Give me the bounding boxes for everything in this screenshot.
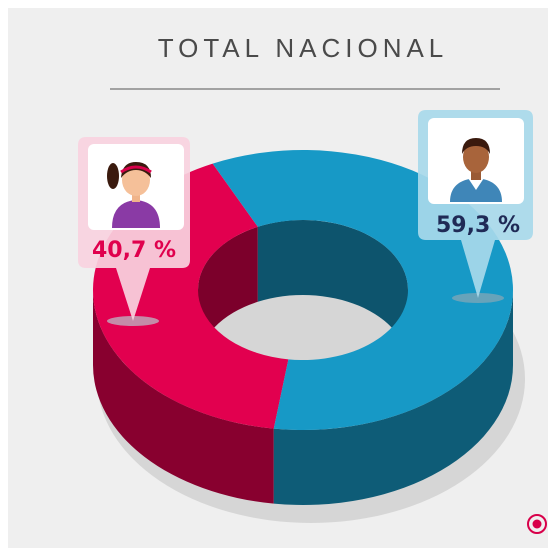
value-label: 59,3 % [436,213,520,238]
nav-icon-dot [533,520,542,529]
value-label: 40,7 % [92,238,176,263]
chart-title: TOTAL NACIONAL [158,33,449,63]
page: TOTAL NACIONAL 40,7 % [0,0,554,553]
chart: TOTAL NACIONAL 40,7 % [0,0,554,553]
